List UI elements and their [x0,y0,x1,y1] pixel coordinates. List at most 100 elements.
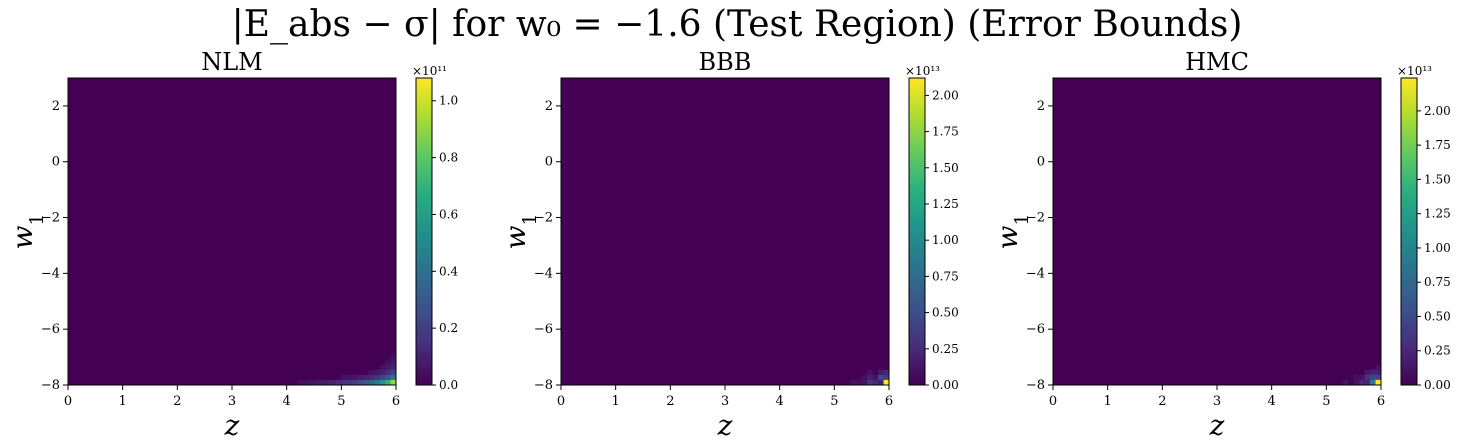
heatmap-cell [878,379,884,386]
figure-title: |E_abs − σ| for w₀ = −1.6 (Test Region) … [232,4,1243,45]
heatmap-cell [856,379,862,386]
x-tick-label: 4 [283,394,291,409]
heatmap-cell [872,374,879,381]
panel-title: NLM [201,48,263,76]
colorbar-tick-label: 0.25 [932,342,959,356]
heatmap-cell [1353,379,1360,386]
colorbar-tick-label: 1.50 [1424,172,1451,186]
colorbar-multiplier: ×10¹³ [905,64,940,78]
heatmap-cell [324,379,331,386]
heatmap-area [561,78,889,385]
heatmap-cell [319,379,326,386]
y-axis-label: w1 [6,213,48,249]
heatmap-cell [1342,379,1349,386]
x-tick-label: 4 [776,394,784,409]
heatmap-cells [297,354,397,386]
panel-title: HMC [1185,48,1249,76]
heatmap-cell [867,374,873,381]
x-tick-label: 0 [557,394,565,409]
heatmap-cell [385,369,391,376]
colorbar-tick-label: 2.00 [1424,104,1451,118]
heatmap-cell [374,379,380,386]
heatmap-cell [297,379,304,386]
heatmap-cell [1370,374,1376,381]
heatmap-cell [1364,374,1371,381]
y-axis-label: w1 [499,213,541,249]
x-tick-label: 2 [666,394,674,409]
y-tick-label: 0 [1037,155,1045,170]
heatmap-cell [385,374,391,381]
heatmap-cells [850,369,890,386]
y-tick-label: 2 [52,99,60,114]
colorbar-tick-label: 1.50 [932,161,959,175]
heatmap-cell [385,359,391,365]
heatmap-cell [341,374,348,381]
heatmap-cell [1359,374,1365,381]
x-tick-label: 5 [1322,394,1330,409]
heatmap-cell [867,369,873,376]
heatmap-cell [385,364,391,370]
heatmap-cell [883,369,890,376]
y-tick-label: −2 [1026,211,1045,226]
colorbar-tick-label: 1.00 [932,233,959,247]
x-tick-label: 4 [1268,394,1276,409]
x-tick-label: 6 [392,394,400,409]
panel-title: BBB [699,48,752,76]
heatmap-cell [1375,369,1382,376]
heatmap-cells [1342,364,1382,386]
heatmap-cell [314,379,320,386]
colorbar-tick-label: 0.00 [932,378,959,392]
heatmap-cell [390,369,397,376]
heatmap-cell [363,374,369,381]
x-tick-label: 2 [1158,394,1166,409]
heatmap-cell [363,379,369,386]
heatmap-cell [341,379,348,386]
heatmap-cell [368,379,375,386]
heatmap-cell [346,374,353,381]
y-tick-label: −8 [41,378,60,393]
y-tick-label: −2 [534,211,553,226]
heatmap-cell [374,374,380,381]
x-tick-label: 5 [337,394,345,409]
heatmap-cell [335,379,342,386]
heatmap-cell [346,379,353,386]
x-tick-label: 1 [119,394,127,409]
y-tick-label: 0 [52,155,60,170]
x-axis-label: z [224,409,240,442]
heatmap-cell [1359,379,1365,386]
heatmap-cell [390,374,397,381]
heatmap-cell [883,374,890,381]
colorbar-tick-label: 0.75 [1424,275,1451,289]
x-tick-label: 0 [1049,394,1057,409]
heatmap-area [1053,78,1381,385]
heatmap-cell [867,379,873,386]
y-tick-label: 2 [545,99,553,114]
colorbar-tick-label: 0.4 [439,264,458,278]
heatmap-cell [374,369,380,376]
heatmap-cell [390,354,397,360]
heatmap-area [68,78,396,385]
colorbar-tick-label: 0.25 [1424,344,1451,358]
y-tick-label: −8 [1026,378,1045,393]
colorbar-multiplier: ×10¹¹ [412,64,447,78]
x-tick-label: 5 [830,394,838,409]
colorbar-tick-label: 1.25 [1424,207,1451,221]
x-axis-label: z [1209,409,1225,442]
y-tick-label: −8 [534,378,553,393]
colorbar-tick-label: 0.50 [932,306,959,320]
heatmap-cell [861,374,868,381]
colorbar-multiplier: ×10¹³ [1397,64,1432,78]
x-tick-label: 3 [721,394,729,409]
heatmap-cell [1364,369,1371,376]
x-tick-label: 6 [885,394,893,409]
colorbar-tick-label: 1.75 [1424,138,1451,152]
heatmap-panel: NLM 0 1 2 3 4 5 6 2 0 −2 −4 −6 −8 z w1 0.0 0.2 0.4 0.6 0.8 1.… [6,48,458,442]
y-tick-label: 2 [1037,99,1045,114]
heatmap-cell [1375,379,1382,386]
x-tick-label: 3 [228,394,236,409]
y-axis-label: w1 [991,213,1033,249]
heatmap-panel: HMC 0 1 2 3 4 5 6 2 0 −2 −4 −6 −8 z w1 0.00 0.25 0.50 0.75 1… [991,48,1451,442]
heatmap-cell [878,369,884,376]
heatmap-cell [1375,374,1382,381]
heatmap-cell [357,379,364,386]
